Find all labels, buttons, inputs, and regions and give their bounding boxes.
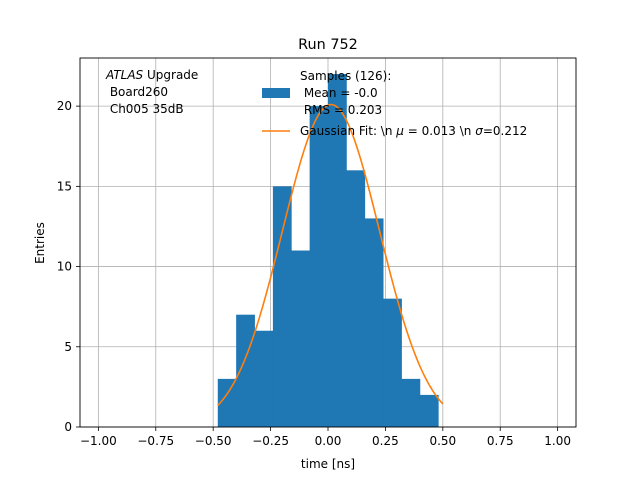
histogram-bar (236, 314, 255, 427)
gaussian-fit-line (217, 103, 444, 406)
legend: Samples (126): Mean = -0.0 RMS = 0.203 G… (262, 69, 527, 138)
legend-hist-line-2: Mean = -0.0 (300, 86, 378, 100)
x-axis-ticks: −1.00 −0.75 −0.50 −0.25 0.00 0.25 0.50 0.75 1.00 (80, 427, 571, 448)
legend-fit-sigma-value: =0.212 (483, 124, 527, 138)
y-tick-label: 20 (57, 99, 72, 113)
histogram-bar (419, 394, 439, 427)
legend-fit-sigma-symbol: σ (475, 124, 483, 138)
annotation-line-3: Ch005 35dB (106, 102, 184, 116)
x-tick-label: 0.00 (315, 434, 342, 448)
x-tick-label: 0.50 (429, 434, 456, 448)
x-tick-label: −1.00 (80, 434, 117, 448)
y-tick-label: 15 (57, 179, 72, 193)
x-tick-label: −0.50 (195, 434, 232, 448)
histogram-bar (309, 106, 329, 427)
histogram-bar (291, 250, 311, 427)
histogram-bar (272, 186, 292, 427)
y-tick-label: 0 (64, 420, 72, 434)
gaussian-fit (217, 103, 444, 406)
histogram-bar (383, 298, 402, 427)
legend-fit-prefix: Gaussian Fit: \n (300, 124, 396, 138)
histogram-bar (254, 330, 274, 427)
atlas-annotation: ATLAS Upgrade Board260 Ch005 35dB (105, 68, 198, 116)
x-axis-label: time [ns] (301, 457, 355, 471)
x-tick-label: 0.25 (372, 434, 399, 448)
histogram-bars (217, 74, 439, 427)
annotation-upgrade: Upgrade (143, 68, 198, 82)
histogram-bar (328, 74, 347, 427)
y-axis-label: Entries (33, 222, 47, 264)
chart-title: Run 752 (298, 37, 358, 53)
y-axis-ticks: 0 5 10 15 20 (57, 99, 80, 434)
y-tick-label: 5 (64, 340, 72, 354)
histogram-bar (401, 378, 421, 427)
x-tick-label: 0.75 (487, 434, 514, 448)
x-tick-label: −0.75 (137, 434, 174, 448)
y-tick-label: 10 (57, 260, 72, 274)
annotation-line-1: ATLAS Upgrade (105, 68, 198, 82)
histogram-bar (217, 378, 237, 427)
legend-fit-mu-value: = 0.013 \n (404, 124, 475, 138)
x-tick-label: 1.00 (544, 434, 571, 448)
histogram-bar (346, 170, 366, 427)
legend-fit-mu-symbol: μ (395, 124, 404, 138)
x-tick-label: −0.25 (252, 434, 289, 448)
legend-hist-line-1: Samples (126): (300, 69, 391, 83)
annotation-atlas: ATLAS (105, 68, 144, 82)
annotation-line-2: Board260 (106, 85, 168, 99)
histogram-bar (364, 218, 384, 427)
legend-hist-line-3: RMS = 0.203 (300, 103, 382, 117)
legend-hist-swatch (262, 88, 290, 98)
legend-fit-label: Gaussian Fit: \n μ = 0.013 \n σ=0.212 (300, 124, 527, 138)
